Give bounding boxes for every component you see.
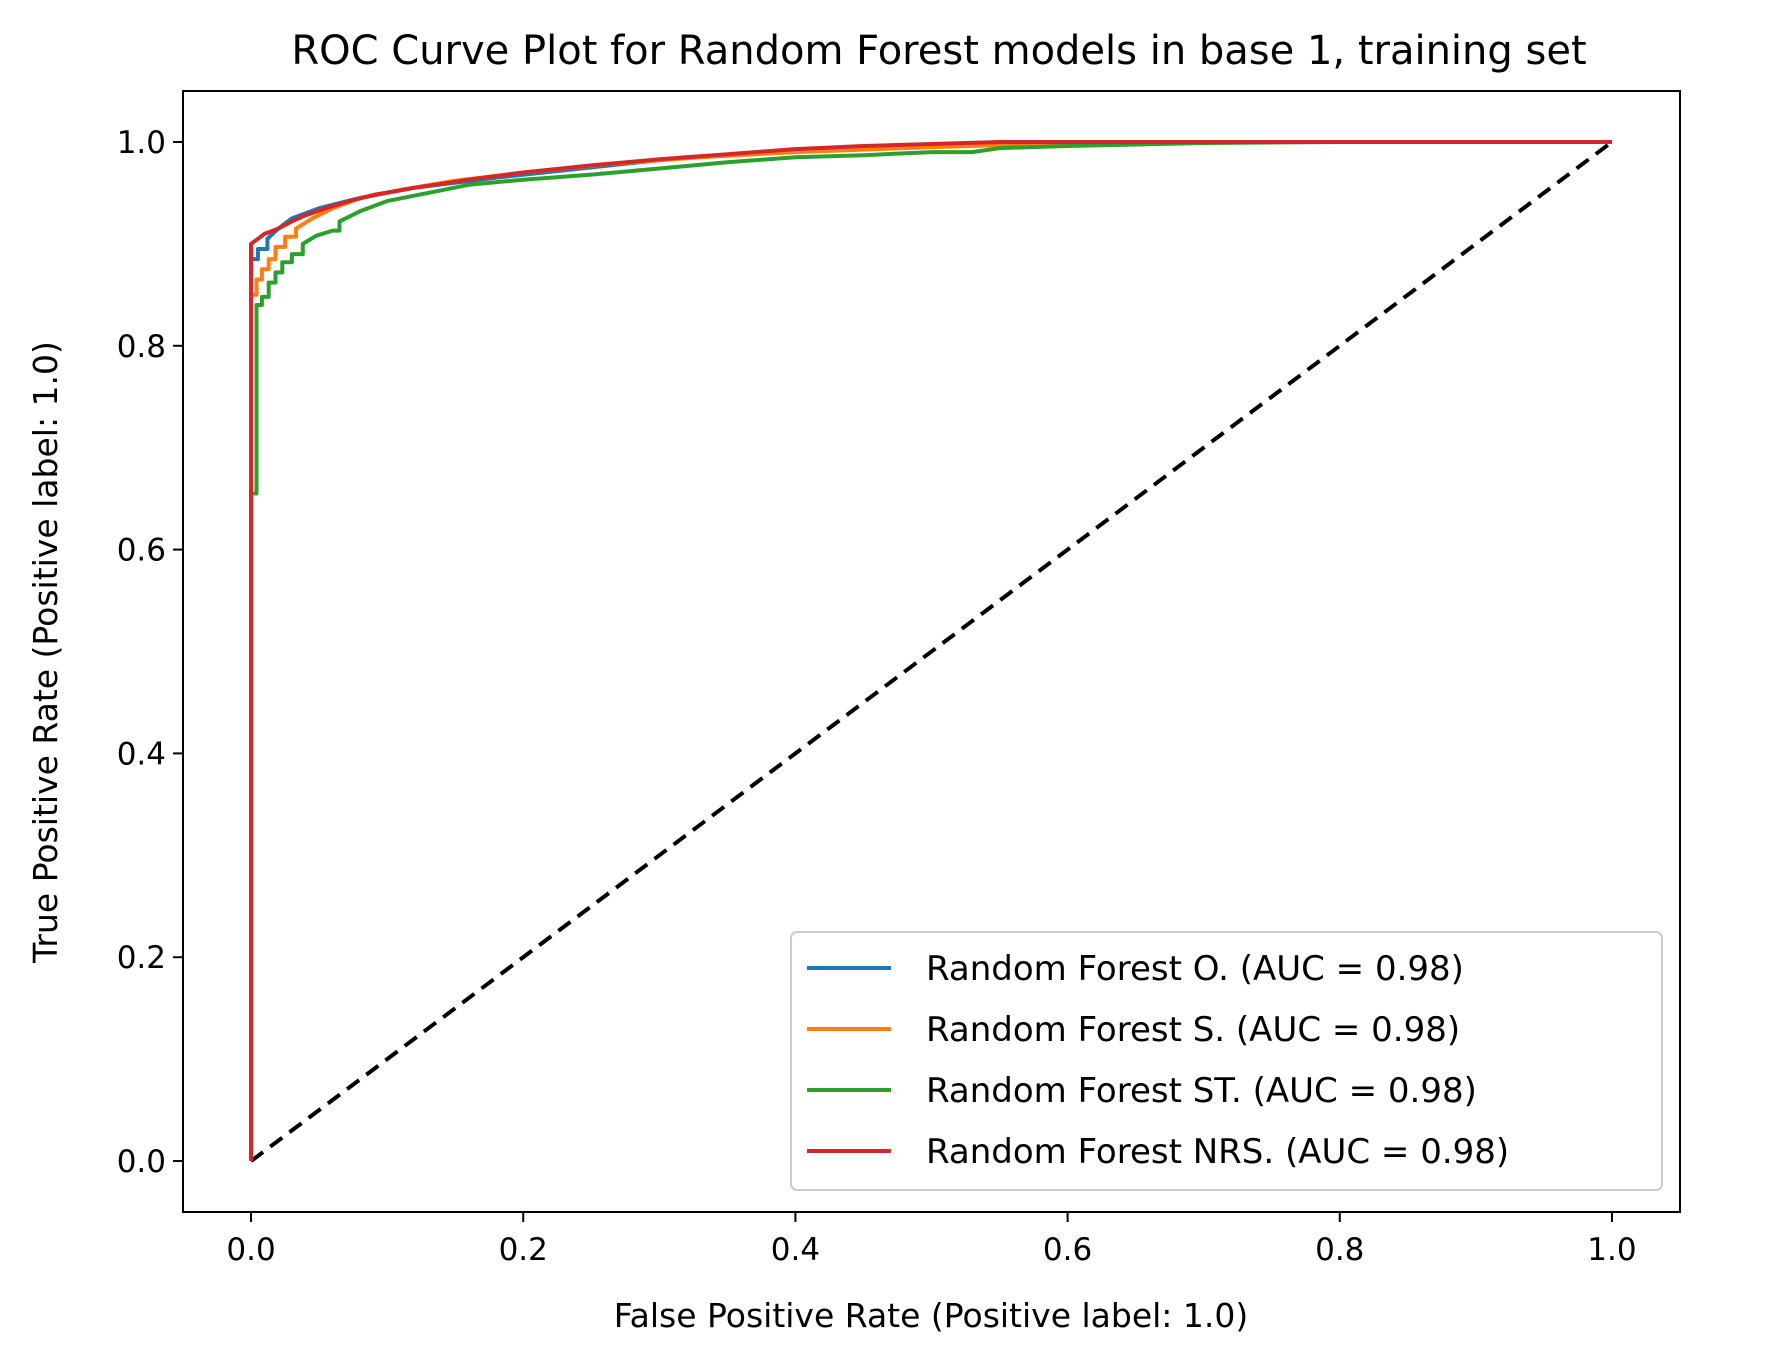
legend-label-2: Random Forest S. (AUC = 0.98): [926, 1010, 1460, 1050]
legend: Random Forest O. (AUC = 0.98) Random Fore…: [790, 931, 1663, 1191]
x-axis-ticks: 0.0 0.2 0.4 0.6 0.8 1.0: [226, 1212, 1637, 1268]
x-tick-label: 0.2: [499, 1232, 548, 1268]
series-line-3: [249, 140, 1612, 1161]
y-tick-label: 0.2: [117, 940, 166, 976]
x-tick-label: 0.8: [1315, 1232, 1364, 1268]
y-tick-label: 0.4: [117, 736, 166, 772]
y-tick-label: 0.6: [117, 533, 166, 569]
legend-label-3: Random Forest ST. (AUC = 0.98): [926, 1071, 1477, 1111]
x-tick-label: 0.0: [226, 1232, 275, 1268]
x-tick-label: 0.6: [1043, 1232, 1092, 1268]
y-tick-label: 1.0: [117, 125, 166, 161]
y-axis-ticks: 0.0 0.2 0.4 0.6 0.8 1.0: [117, 125, 183, 1180]
legend-label-1: Random Forest O. (AUC = 0.98): [926, 949, 1464, 989]
series-line-2: [249, 140, 1612, 1161]
series-line-4: [249, 140, 1612, 1161]
y-tick-label: 0.8: [117, 329, 166, 365]
x-tick-label: 0.4: [771, 1232, 820, 1268]
y-tick-label: 0.0: [117, 1144, 166, 1180]
y-axis-label: True Positive Rate (Positive label: 1.0): [26, 341, 65, 964]
reference-diagonal-line: [249, 140, 1614, 1163]
legend-box: [790, 931, 1663, 1191]
axes-frame: [182, 90, 1681, 1213]
plot-area: [249, 140, 1614, 1163]
legend-label-4: Random Forest NRS. (AUC = 0.98): [926, 1132, 1509, 1172]
x-axis-label: False Positive Rate (Positive label: 1.0…: [614, 1296, 1249, 1335]
x-tick-label: 1.0: [1587, 1232, 1636, 1268]
chart-title: ROC Curve Plot for Random Forest models …: [291, 28, 1586, 74]
